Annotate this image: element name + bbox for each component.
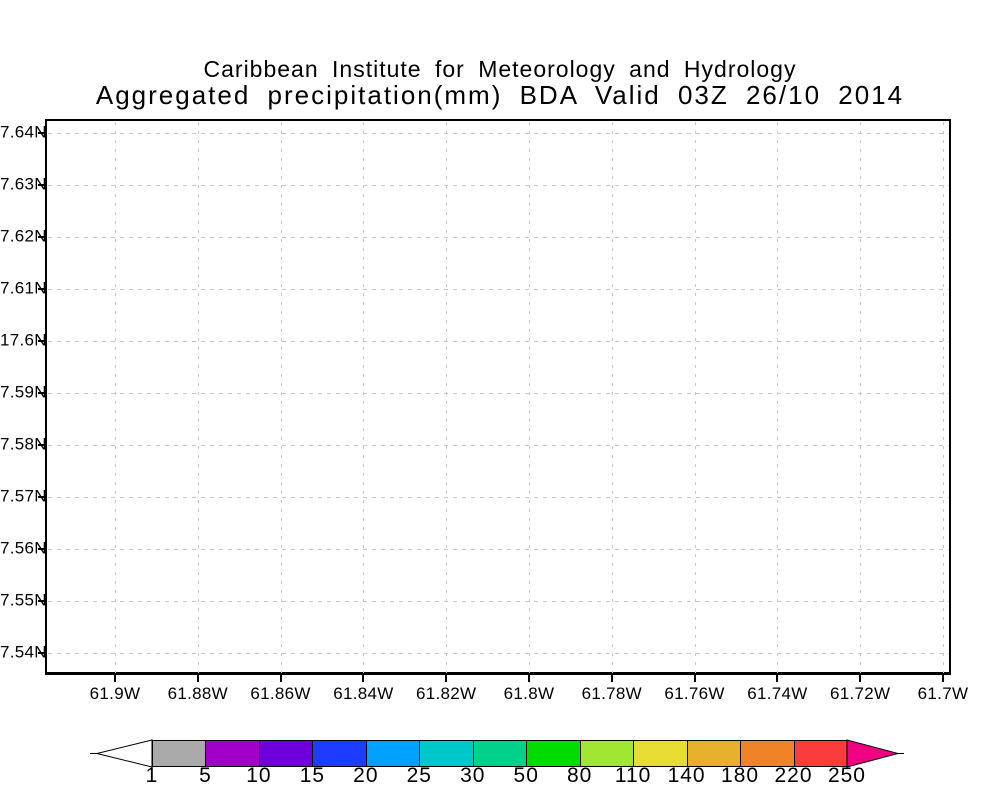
y-tick-mark bbox=[38, 236, 45, 238]
y-tick-mark bbox=[38, 548, 45, 550]
x-tick-label: 61.9W bbox=[89, 684, 141, 703]
h-gridline bbox=[48, 497, 949, 498]
v-gridline bbox=[611, 122, 613, 673]
colorbar-below-min-arrow bbox=[96, 739, 153, 768]
x-tick-label: 61.82W bbox=[415, 684, 477, 703]
y-tick-mark bbox=[38, 184, 45, 186]
x-tick-label: 61.78W bbox=[581, 684, 642, 703]
colorbar-tick-label: 80 bbox=[566, 764, 593, 787]
colorbar-tick-label: 140 bbox=[667, 764, 706, 787]
colorbar-segment bbox=[419, 740, 474, 767]
colorbar-tick-label: 1 bbox=[145, 764, 159, 787]
x-tick-mark bbox=[610, 675, 613, 682]
h-gridline bbox=[48, 289, 949, 290]
h-gridline bbox=[48, 133, 949, 134]
y-tick-mark bbox=[38, 600, 45, 602]
x-tick-mark bbox=[859, 675, 862, 682]
colorbar-tick-label: 220 bbox=[774, 764, 813, 787]
x-tick-mark bbox=[942, 675, 944, 682]
colorbar-tick-label: 250 bbox=[827, 764, 866, 787]
colorbar-above-max-arrow bbox=[846, 739, 900, 768]
h-gridline bbox=[48, 237, 949, 238]
colorbar-segment bbox=[312, 740, 367, 767]
x-tick-label: 61.76W bbox=[664, 684, 725, 703]
v-gridline bbox=[115, 122, 116, 673]
x-tick-mark bbox=[279, 675, 282, 682]
h-gridline bbox=[48, 601, 949, 602]
y-tick-label: 7.62N bbox=[0, 226, 47, 246]
x-tick-mark bbox=[196, 675, 199, 682]
y-tick-label: 7.61N bbox=[0, 278, 47, 298]
colorbar-segment bbox=[633, 740, 688, 767]
x-tick-mark bbox=[445, 675, 448, 682]
h-gridline bbox=[48, 393, 949, 394]
chart-subtitle: Aggregated precipitation(mm) BDA Valid 0… bbox=[95, 80, 905, 110]
v-gridline bbox=[280, 122, 282, 673]
x-tick-label: 61.84W bbox=[333, 684, 394, 703]
colorbar-tick-label: 20 bbox=[353, 764, 379, 787]
y-tick-mark bbox=[38, 444, 45, 446]
colorbar-tick-label: 10 bbox=[246, 764, 272, 787]
h-gridline bbox=[48, 549, 949, 550]
colorbar-tick-label: 5 bbox=[199, 764, 212, 787]
x-tick-mark bbox=[362, 675, 365, 682]
v-gridline bbox=[529, 122, 530, 673]
y-tick-label: 7.63N bbox=[0, 174, 47, 194]
y-tick-label: 7.58N bbox=[0, 434, 47, 454]
y-tick-mark bbox=[38, 132, 45, 134]
plot-area bbox=[45, 119, 951, 675]
colorbar-segment bbox=[152, 740, 206, 767]
x-tick-label: 61.86W bbox=[250, 684, 311, 703]
v-gridline bbox=[694, 122, 696, 673]
chart-title: Caribbean Institute for Meteorology and … bbox=[203, 56, 797, 82]
y-tick-mark bbox=[38, 652, 45, 654]
colorbar-tick-label: 30 bbox=[460, 764, 486, 787]
colorbar-segment bbox=[526, 740, 581, 767]
v-gridline bbox=[446, 122, 448, 673]
x-tick-mark bbox=[693, 675, 696, 682]
y-tick-label: 7.54N bbox=[0, 642, 47, 662]
colorbar-segment bbox=[366, 740, 420, 767]
x-tick-mark bbox=[114, 675, 116, 682]
y-tick-label: 17.6N bbox=[0, 330, 47, 350]
y-tick-mark bbox=[38, 392, 45, 394]
colorbar-segment bbox=[259, 740, 313, 767]
colorbar-segment bbox=[205, 740, 260, 767]
x-tick-label: 61.74W bbox=[747, 684, 808, 703]
v-gridline bbox=[943, 122, 944, 673]
y-tick-label: 7.56N bbox=[0, 538, 47, 558]
y-tick-label: 7.64N bbox=[0, 122, 47, 142]
x-tick-mark bbox=[528, 675, 530, 682]
y-tick-label: 7.55N bbox=[0, 590, 47, 610]
colorbar-tick-label: 25 bbox=[406, 764, 432, 787]
x-tick-label: 61.7W bbox=[917, 684, 969, 703]
h-gridline bbox=[48, 185, 949, 186]
x-tick-label: 61.8W bbox=[503, 684, 555, 703]
y-tick-mark bbox=[38, 288, 45, 290]
colorbar-tick-label: 15 bbox=[299, 764, 326, 787]
colorbar-tick-label: 50 bbox=[513, 764, 539, 787]
colorbar-segment bbox=[580, 740, 634, 767]
colorbar-segment bbox=[740, 740, 795, 767]
h-gridline bbox=[48, 653, 949, 654]
h-gridline bbox=[48, 341, 949, 342]
colorbar-tick-label: 180 bbox=[721, 764, 760, 787]
colorbar-segment bbox=[794, 740, 848, 767]
v-gridline bbox=[777, 122, 779, 673]
v-gridline bbox=[197, 122, 199, 673]
v-gridline bbox=[363, 122, 365, 673]
v-gridline bbox=[860, 122, 862, 673]
y-tick-label: 7.57N bbox=[0, 486, 47, 506]
colorbar-segment bbox=[473, 740, 527, 767]
y-tick-label: 7.59N bbox=[0, 382, 47, 402]
x-tick-mark bbox=[776, 675, 779, 682]
y-tick-mark bbox=[38, 496, 45, 498]
colorbar-segment bbox=[687, 740, 741, 767]
colorbar-tick-label: 110 bbox=[614, 764, 652, 787]
x-tick-label: 61.88W bbox=[167, 684, 228, 703]
y-tick-mark bbox=[38, 340, 45, 342]
h-gridline bbox=[48, 445, 949, 446]
x-tick-label: 61.72W bbox=[829, 684, 891, 703]
